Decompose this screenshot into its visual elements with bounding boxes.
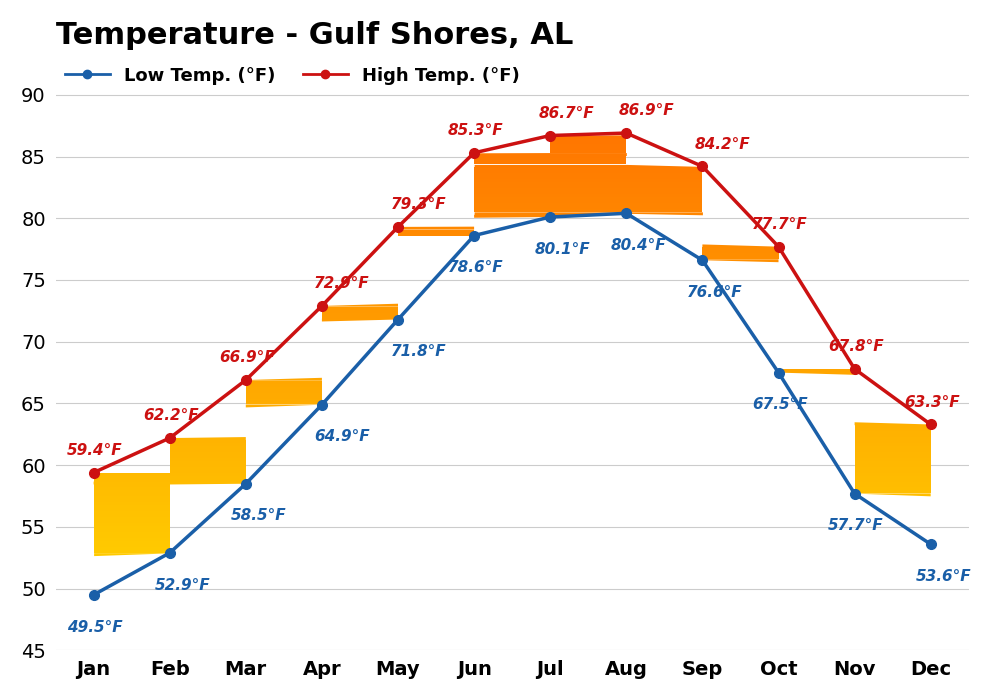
Text: 57.7°F: 57.7°F [828,518,884,533]
Text: 80.4°F: 80.4°F [611,238,667,253]
Text: 72.9°F: 72.9°F [314,276,370,291]
Text: 52.9°F: 52.9°F [154,578,210,593]
Text: 80.1°F: 80.1°F [535,241,591,257]
Text: 62.2°F: 62.2°F [143,408,199,424]
Text: 63.3°F: 63.3°F [904,395,960,409]
Text: 76.6°F: 76.6°F [687,285,743,300]
Text: 71.8°F: 71.8°F [390,344,446,359]
Text: 78.6°F: 78.6°F [447,260,503,275]
Text: 53.6°F: 53.6°F [915,569,971,584]
Text: 77.7°F: 77.7°F [752,217,807,232]
Text: 67.5°F: 67.5°F [752,398,807,412]
Text: 58.5°F: 58.5°F [231,508,286,524]
Text: 86.7°F: 86.7°F [539,106,594,120]
Text: 64.9°F: 64.9°F [314,429,370,444]
Text: 79.3°F: 79.3°F [390,197,446,212]
Text: 86.9°F: 86.9°F [619,103,674,118]
Text: 85.3°F: 85.3°F [447,123,503,138]
Text: 67.8°F: 67.8°F [828,339,884,354]
Text: Temperature - Gulf Shores, AL: Temperature - Gulf Shores, AL [56,21,573,50]
Text: 84.2°F: 84.2°F [695,136,750,152]
Text: 66.9°F: 66.9°F [219,350,275,365]
Legend: Low Temp. (°F), High Temp. (°F): Low Temp. (°F), High Temp. (°F) [65,66,520,85]
Text: 49.5°F: 49.5°F [67,620,123,635]
Text: 59.4°F: 59.4°F [67,443,123,458]
